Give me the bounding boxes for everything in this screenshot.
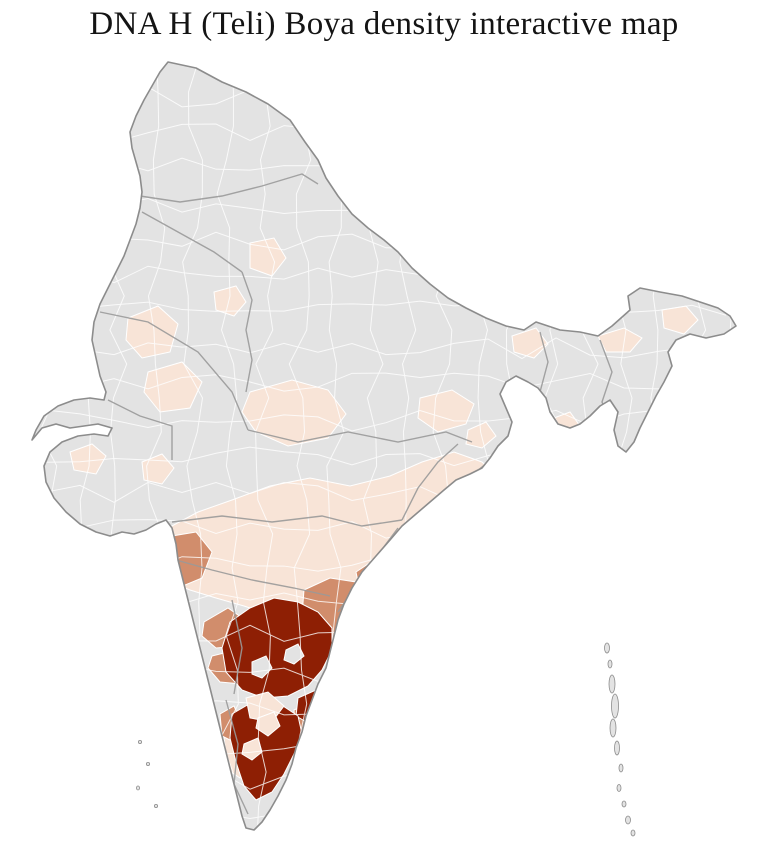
islands <box>135 642 636 837</box>
island[interactable] <box>604 642 610 654</box>
island[interactable] <box>607 659 613 669</box>
region-north-bengal-low[interactable] <box>511 327 549 359</box>
region-gujarat-east-low[interactable] <box>141 453 175 485</box>
island[interactable] <box>608 674 616 694</box>
region-haryana-low[interactable] <box>213 285 247 317</box>
region-cluster-speck-d[interactable] <box>283 643 305 665</box>
island[interactable] <box>616 784 622 792</box>
island[interactable] <box>625 815 631 825</box>
region-bihar-low[interactable] <box>417 389 475 433</box>
island[interactable] <box>611 693 619 719</box>
region-cluster-speck-c[interactable] <box>241 737 263 761</box>
page-title: DNA H (Teli) Boya density interactive ma… <box>89 6 679 42</box>
island[interactable] <box>137 740 142 745</box>
region-rajasthan-south-low[interactable] <box>143 361 203 413</box>
island[interactable] <box>153 804 158 809</box>
region-himachal-low[interactable] <box>249 237 287 277</box>
region-cluster-speck-b[interactable] <box>255 711 281 737</box>
island[interactable] <box>609 718 617 738</box>
region-assam-low[interactable] <box>597 327 643 353</box>
island[interactable] <box>618 763 624 773</box>
region-saurashtra-low[interactable] <box>69 443 107 475</box>
country-outline <box>31 61 737 831</box>
island[interactable] <box>630 829 636 837</box>
island[interactable] <box>614 740 620 756</box>
island[interactable] <box>145 762 150 767</box>
island[interactable] <box>621 800 627 808</box>
india-landmass <box>32 62 736 830</box>
island[interactable] <box>135 785 140 791</box>
